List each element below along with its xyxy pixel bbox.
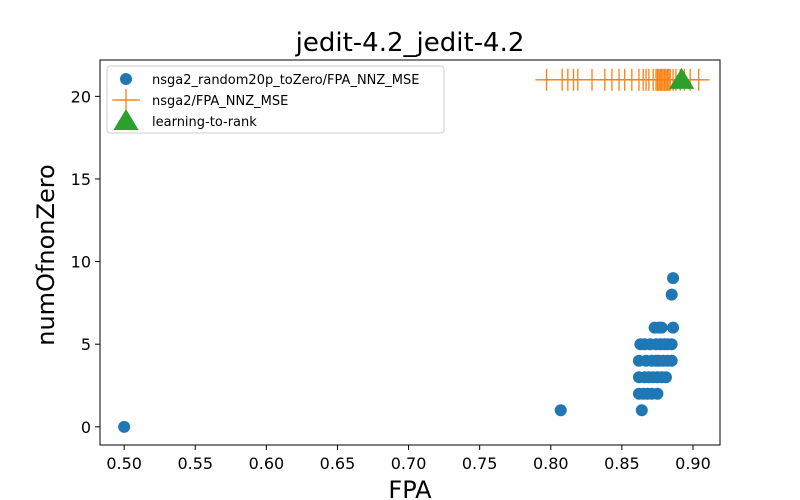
data-marks: [118, 67, 710, 433]
y-tick-label: 15: [71, 170, 91, 189]
x-tick-label: 0.70: [391, 454, 427, 473]
data-point: [635, 404, 648, 417]
data-point: [665, 338, 678, 351]
series-triangle: [669, 67, 695, 89]
data-point: [665, 288, 678, 301]
legend-swatch: [120, 73, 132, 85]
x-tick-label: 0.50: [106, 454, 142, 473]
data-point: [665, 354, 678, 367]
chart-title: jedit-4.2_jedit-4.2: [295, 28, 525, 58]
x-tick-label: 0.90: [675, 454, 711, 473]
data-point: [651, 387, 664, 400]
y-tick-label: 0: [81, 418, 91, 437]
axis-ticks: 0.50 0.55 0.60 0.65 0.70 0.75 0.80 0.85 0.90 0 5 10…: [71, 87, 711, 473]
x-tick-label: 0.80: [533, 454, 569, 473]
legend-label: learning-to-rank: [152, 115, 257, 130]
x-tick-label: 0.55: [177, 454, 213, 473]
legend-swatch: [115, 89, 137, 111]
y-tick-label: 5: [81, 335, 91, 354]
legend-label: nsga2_random20p_toZero/FPA_NNZ_MSE: [152, 73, 419, 88]
data-point: [655, 321, 668, 334]
data-point: [659, 371, 672, 384]
data-point: [667, 321, 680, 334]
legend-swatch: [113, 109, 139, 130]
y-axis-label: numOfnonZero: [32, 164, 60, 345]
legend-entry: learning-to-rank: [113, 109, 257, 130]
legend-entry: nsga2/FPA_NNZ_MSE: [112, 89, 288, 111]
data-point: [669, 67, 695, 89]
y-tick-label: 20: [71, 87, 91, 106]
data-point: [687, 68, 710, 91]
series-plus: [535, 68, 710, 91]
x-tick-label: 0.65: [320, 454, 356, 473]
legend-entry: nsga2_random20p_toZero/FPA_NNZ_MSE: [120, 73, 419, 88]
x-tick-label: 0.60: [249, 454, 285, 473]
data-point: [554, 404, 567, 417]
series-circle: [118, 272, 680, 433]
legend-label: nsga2/FPA_NNZ_MSE: [152, 94, 288, 109]
plot-frame: [99, 59, 721, 446]
data-point: [667, 272, 680, 285]
x-tick-label: 0.75: [462, 454, 498, 473]
data-point: [118, 420, 131, 433]
x-tick-label: 0.85: [604, 454, 640, 473]
legend: nsga2_random20p_toZero/FPA_NNZ_MSE nsga2/…: [106, 65, 445, 134]
x-axis-label: FPA: [388, 476, 432, 500]
legend-box: [106, 65, 445, 134]
y-tick-label: 10: [71, 253, 91, 272]
